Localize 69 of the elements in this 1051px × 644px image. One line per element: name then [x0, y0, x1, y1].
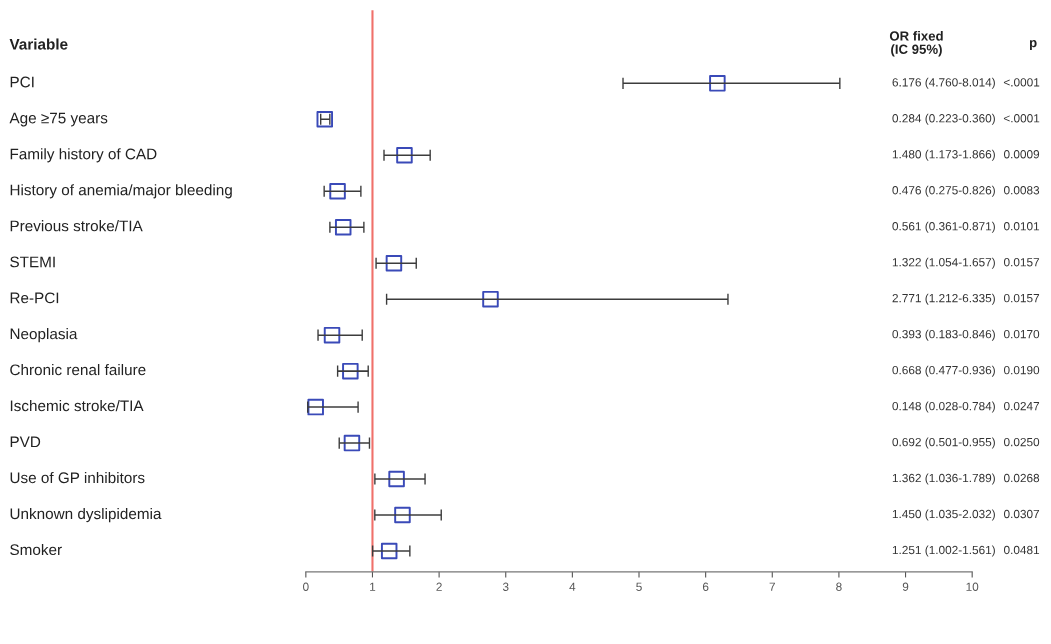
x-tick-label: 4	[569, 582, 576, 591]
annotation: 1.450 (1.035-2.032)	[892, 509, 995, 521]
annotation: 0.668 (0.477-0.936)	[892, 365, 995, 377]
annotation: 1.322 (1.054-1.657)	[892, 257, 995, 269]
y-tick-label: Use of GP inhibitors	[10, 471, 145, 484]
x-tick-label: 6	[702, 582, 709, 591]
text: 0.0250	[1003, 437, 1040, 447]
y-tick-label: Smoker	[10, 543, 62, 556]
x-tick-label: 0	[303, 582, 309, 591]
annotation: 0.561 (0.361-0.871)	[892, 221, 995, 233]
text: 0.0157	[1003, 293, 1040, 303]
y-tick-label: Chronic renal failure	[10, 364, 146, 376]
text: p	[1029, 40, 1037, 50]
x-tick-label: 7	[769, 582, 775, 591]
text: 0.0268	[1003, 473, 1040, 483]
x-tick-label: 10	[966, 582, 979, 591]
y-tick-label: STEMI	[10, 256, 55, 268]
point	[388, 470, 405, 488]
y-tick-label: PVD	[10, 436, 41, 448]
point	[307, 398, 324, 416]
text: <.0001	[1003, 78, 1040, 87]
text: 0.0101	[1003, 222, 1040, 231]
point	[396, 147, 413, 164]
x-tick-label: 2	[436, 582, 442, 591]
annotation: 0.692 (0.501-0.955)	[892, 437, 995, 449]
point	[329, 183, 346, 200]
point	[385, 254, 403, 272]
x-tick-label: 3	[502, 582, 509, 591]
text: 0.0157	[1003, 258, 1040, 267]
y-tick-label: Ischemic stroke/TIA	[10, 399, 144, 412]
y-tick-label: Previous stroke/TIA	[10, 220, 143, 232]
point	[342, 362, 359, 380]
annotation: 0.148 (0.028-0.784)	[892, 401, 995, 413]
y-tick-label: Re-PCI	[10, 292, 59, 304]
x-tick-label: 1	[370, 582, 376, 591]
point	[380, 542, 398, 560]
point	[394, 506, 411, 524]
annotation: 1.480 (1.173-1.866)	[892, 149, 995, 161]
point	[343, 434, 361, 452]
text: 0.0481	[1003, 545, 1040, 555]
y-tick-label: Unknown dyslipidemia	[10, 507, 162, 523]
x-tick-label: 8	[836, 582, 842, 591]
text: 0.0009	[1003, 150, 1040, 159]
annotation: 0.476 (0.275-0.826)	[892, 185, 995, 197]
y-tick-label: PCI	[10, 76, 34, 88]
y-tick-label: Neoplasia	[10, 328, 78, 343]
annotation: 6.176 (4.760-8.014)	[892, 77, 995, 89]
y-tick-label: Family history of CAD	[10, 148, 157, 163]
x-tick-label: 5	[636, 582, 642, 591]
point	[482, 290, 499, 308]
annotation: 1.251 (1.002-1.561)	[892, 545, 995, 557]
x-tick-label: 9	[902, 582, 909, 591]
point	[334, 218, 352, 236]
point	[323, 326, 341, 344]
y-tick-label: History of anemia/major bleeding	[10, 184, 232, 199]
y-tick-label: Age ≥75 years	[9, 112, 108, 127]
point	[709, 75, 726, 92]
text: OR fixed (IC 95%)	[889, 30, 943, 57]
y-axis-title: Variable	[9, 38, 68, 50]
text: 0.0190	[1003, 365, 1040, 375]
annotation: 0.284 (0.223-0.360)	[892, 113, 995, 125]
text: 0.0083	[1003, 186, 1040, 195]
text: 0.0307	[1003, 509, 1040, 519]
text: <.0001	[1003, 114, 1040, 123]
annotation: 1.362 (1.036-1.789)	[892, 473, 995, 485]
annotation: 0.393 (0.183-0.846)	[892, 329, 995, 341]
text: 0.0170	[1003, 329, 1040, 339]
text: 0.0247	[1003, 401, 1040, 411]
annotation: 2.771 (1.212-6.335)	[892, 293, 995, 305]
